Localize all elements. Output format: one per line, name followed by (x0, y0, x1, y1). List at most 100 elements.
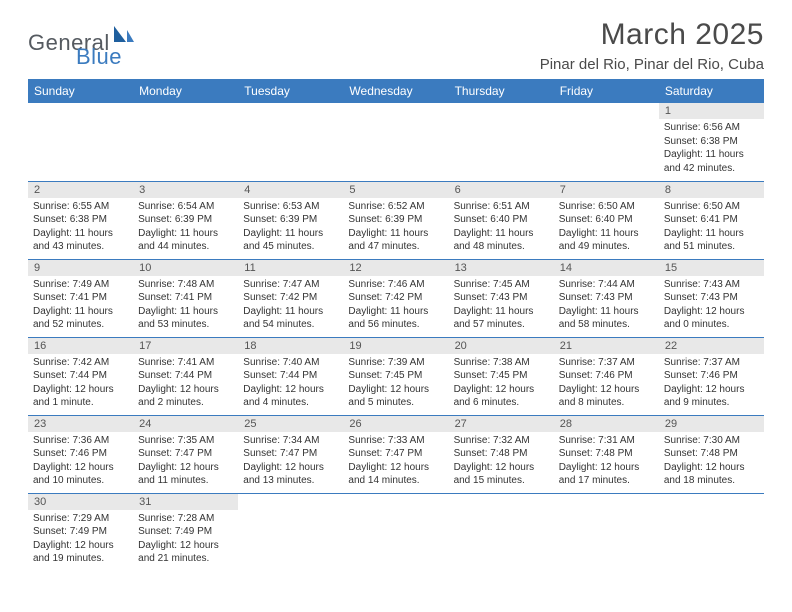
daylight-text: Daylight: 12 hours and 17 minutes. (559, 461, 654, 488)
day-content: Sunrise: 7:31 AMSunset: 7:48 PMDaylight:… (554, 432, 659, 492)
day-number: 22 (659, 338, 764, 354)
sunset-text: Sunset: 6:38 PM (33, 213, 128, 227)
sunset-text: Sunset: 7:44 PM (33, 369, 128, 383)
empty-cell (449, 493, 554, 571)
calendar-cell: 4Sunrise: 6:53 AMSunset: 6:39 PMDaylight… (238, 181, 343, 259)
sunset-text: Sunset: 7:45 PM (454, 369, 549, 383)
day-content: Sunrise: 7:28 AMSunset: 7:49 PMDaylight:… (133, 510, 238, 570)
day-content: Sunrise: 7:40 AMSunset: 7:44 PMDaylight:… (238, 354, 343, 414)
sunrise-text: Sunrise: 7:46 AM (348, 278, 443, 292)
day-content: Sunrise: 7:37 AMSunset: 7:46 PMDaylight:… (659, 354, 764, 414)
month-title: March 2025 (540, 18, 764, 52)
day-number: 8 (659, 182, 764, 198)
sunset-text: Sunset: 7:46 PM (33, 447, 128, 461)
sunset-text: Sunset: 7:41 PM (138, 291, 233, 305)
sunset-text: Sunset: 7:42 PM (348, 291, 443, 305)
daylight-text: Daylight: 11 hours and 44 minutes. (138, 227, 233, 254)
daylight-text: Daylight: 12 hours and 1 minute. (33, 383, 128, 410)
sunset-text: Sunset: 6:41 PM (664, 213, 759, 227)
day-content: Sunrise: 6:53 AMSunset: 6:39 PMDaylight:… (238, 198, 343, 258)
calendar-cell: 6Sunrise: 6:51 AMSunset: 6:40 PMDaylight… (449, 181, 554, 259)
daylight-text: Daylight: 11 hours and 57 minutes. (454, 305, 549, 332)
day-number: 6 (449, 182, 554, 198)
calendar-head: SundayMondayTuesdayWednesdayThursdayFrid… (28, 79, 764, 103)
empty-cell (238, 493, 343, 571)
day-number: 7 (554, 182, 659, 198)
day-content: Sunrise: 7:41 AMSunset: 7:44 PMDaylight:… (133, 354, 238, 414)
sunset-text: Sunset: 6:39 PM (243, 213, 338, 227)
day-number: 27 (449, 416, 554, 432)
day-number: 1 (659, 103, 764, 119)
daylight-text: Daylight: 12 hours and 6 minutes. (454, 383, 549, 410)
calendar-cell: 22Sunrise: 7:37 AMSunset: 7:46 PMDayligh… (659, 337, 764, 415)
calendar-cell: 1Sunrise: 6:56 AMSunset: 6:38 PMDaylight… (659, 103, 764, 181)
calendar-cell: 31Sunrise: 7:28 AMSunset: 7:49 PMDayligh… (133, 493, 238, 571)
sunrise-text: Sunrise: 7:47 AM (243, 278, 338, 292)
sunset-text: Sunset: 7:49 PM (33, 525, 128, 539)
sunrise-text: Sunrise: 7:41 AM (138, 356, 233, 370)
day-content: Sunrise: 7:37 AMSunset: 7:46 PMDaylight:… (554, 354, 659, 414)
sunset-text: Sunset: 7:44 PM (243, 369, 338, 383)
daylight-text: Daylight: 12 hours and 8 minutes. (559, 383, 654, 410)
calendar-table: SundayMondayTuesdayWednesdayThursdayFrid… (28, 79, 764, 571)
day-content: Sunrise: 7:39 AMSunset: 7:45 PMDaylight:… (343, 354, 448, 414)
sunrise-text: Sunrise: 6:52 AM (348, 200, 443, 214)
daylight-text: Daylight: 12 hours and 21 minutes. (138, 539, 233, 566)
sunset-text: Sunset: 7:45 PM (348, 369, 443, 383)
calendar-cell: 14Sunrise: 7:44 AMSunset: 7:43 PMDayligh… (554, 259, 659, 337)
sunset-text: Sunset: 7:47 PM (348, 447, 443, 461)
sunrise-text: Sunrise: 6:54 AM (138, 200, 233, 214)
day-content: Sunrise: 7:32 AMSunset: 7:48 PMDaylight:… (449, 432, 554, 492)
sunset-text: Sunset: 7:48 PM (664, 447, 759, 461)
sunrise-text: Sunrise: 6:53 AM (243, 200, 338, 214)
day-content: Sunrise: 7:46 AMSunset: 7:42 PMDaylight:… (343, 276, 448, 336)
day-number: 28 (554, 416, 659, 432)
sunrise-text: Sunrise: 7:31 AM (559, 434, 654, 448)
day-number: 24 (133, 416, 238, 432)
calendar-cell: 3Sunrise: 6:54 AMSunset: 6:39 PMDaylight… (133, 181, 238, 259)
sunset-text: Sunset: 7:46 PM (559, 369, 654, 383)
daylight-text: Daylight: 12 hours and 19 minutes. (33, 539, 128, 566)
day-number: 16 (28, 338, 133, 354)
sunrise-text: Sunrise: 7:32 AM (454, 434, 549, 448)
sunrise-text: Sunrise: 7:49 AM (33, 278, 128, 292)
weekday-header: Tuesday (238, 79, 343, 103)
calendar-body: 1Sunrise: 6:56 AMSunset: 6:38 PMDaylight… (28, 103, 764, 571)
daylight-text: Daylight: 11 hours and 43 minutes. (33, 227, 128, 254)
sunrise-text: Sunrise: 7:37 AM (559, 356, 654, 370)
calendar-cell: 9Sunrise: 7:49 AMSunset: 7:41 PMDaylight… (28, 259, 133, 337)
sunset-text: Sunset: 7:43 PM (454, 291, 549, 305)
calendar-cell: 13Sunrise: 7:45 AMSunset: 7:43 PMDayligh… (449, 259, 554, 337)
day-content: Sunrise: 7:48 AMSunset: 7:41 PMDaylight:… (133, 276, 238, 336)
day-number: 3 (133, 182, 238, 198)
daylight-text: Daylight: 11 hours and 42 minutes. (664, 148, 759, 175)
daylight-text: Daylight: 12 hours and 10 minutes. (33, 461, 128, 488)
sunset-text: Sunset: 7:48 PM (454, 447, 549, 461)
empty-cell (133, 103, 238, 181)
sunrise-text: Sunrise: 7:48 AM (138, 278, 233, 292)
day-number: 10 (133, 260, 238, 276)
day-content: Sunrise: 7:45 AMSunset: 7:43 PMDaylight:… (449, 276, 554, 336)
sunrise-text: Sunrise: 6:51 AM (454, 200, 549, 214)
sunset-text: Sunset: 7:41 PM (33, 291, 128, 305)
day-number: 21 (554, 338, 659, 354)
sunset-text: Sunset: 7:42 PM (243, 291, 338, 305)
day-number: 13 (449, 260, 554, 276)
day-content: Sunrise: 7:30 AMSunset: 7:48 PMDaylight:… (659, 432, 764, 492)
day-number: 29 (659, 416, 764, 432)
weekday-header: Saturday (659, 79, 764, 103)
calendar-row: 1Sunrise: 6:56 AMSunset: 6:38 PMDaylight… (28, 103, 764, 181)
sunrise-text: Sunrise: 7:44 AM (559, 278, 654, 292)
day-number: 23 (28, 416, 133, 432)
weekday-header: Monday (133, 79, 238, 103)
calendar-cell: 20Sunrise: 7:38 AMSunset: 7:45 PMDayligh… (449, 337, 554, 415)
daylight-text: Daylight: 12 hours and 18 minutes. (664, 461, 759, 488)
sunset-text: Sunset: 6:39 PM (348, 213, 443, 227)
calendar-cell: 27Sunrise: 7:32 AMSunset: 7:48 PMDayligh… (449, 415, 554, 493)
sunrise-text: Sunrise: 7:38 AM (454, 356, 549, 370)
daylight-text: Daylight: 11 hours and 52 minutes. (33, 305, 128, 332)
sunrise-text: Sunrise: 7:42 AM (33, 356, 128, 370)
day-content: Sunrise: 7:49 AMSunset: 7:41 PMDaylight:… (28, 276, 133, 336)
sunset-text: Sunset: 7:48 PM (559, 447, 654, 461)
day-content: Sunrise: 7:35 AMSunset: 7:47 PMDaylight:… (133, 432, 238, 492)
